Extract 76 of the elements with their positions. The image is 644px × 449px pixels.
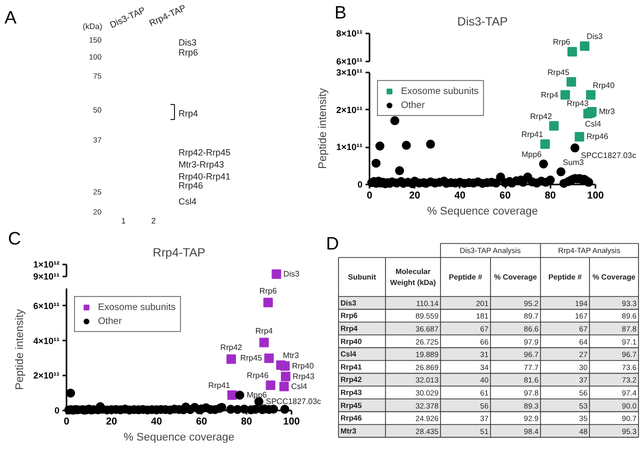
y-tick-label: 2×10¹¹	[33, 370, 60, 381]
x-tick-label: 20	[106, 416, 118, 428]
x-tick-label: 60	[500, 190, 512, 202]
annotation: Rrp46	[246, 371, 270, 380]
x-tick-label: 100	[587, 190, 604, 202]
text: Rrp46	[178, 180, 204, 190]
y-tick-label: 9×10¹¹	[33, 272, 60, 282]
text: Csl4	[178, 196, 197, 206]
annotation: Rrp42	[530, 112, 552, 121]
x-tick-label: 0	[64, 416, 70, 428]
text: Rrp6	[178, 48, 198, 58]
annotation: Csl4	[291, 382, 308, 391]
annotation: Mpp6	[246, 390, 268, 400]
annotation: Rrp6	[552, 38, 571, 47]
annotation: Csl4	[585, 120, 602, 129]
x-tick-label: 20	[409, 190, 421, 202]
annotation: Rrp43	[566, 98, 590, 108]
annotation: Rrp40	[592, 80, 616, 90]
annotation: Rrp4	[255, 326, 274, 336]
annotation: SPCC1827.03c	[266, 397, 322, 406]
y-axis-title: Peptide intensity	[317, 88, 330, 169]
annotation: Rrp45	[548, 68, 570, 77]
x-axis-title: % Sequence coverage	[427, 206, 538, 218]
annotation: Sum3	[562, 158, 584, 167]
y-tick-label: 6×10¹¹	[33, 300, 60, 311]
text: C	[8, 228, 21, 248]
text: (kDa)	[82, 22, 103, 31]
x-tick-label: 80	[240, 416, 252, 428]
text: 2	[151, 216, 156, 226]
chart-title: Rrp4-TAP	[152, 246, 206, 260]
annotation: Rrp46	[586, 132, 609, 142]
y-tick-label: 1×10¹¹	[336, 142, 363, 152]
text: Rrp42-Rrp45	[178, 148, 231, 158]
annotation: Rrp41	[521, 130, 544, 140]
annotation: Mpp6	[522, 150, 542, 159]
legend-label: Other	[98, 315, 122, 327]
x-tick-label: 80	[544, 190, 556, 202]
text: D	[326, 234, 339, 254]
annotation: Rrp4	[540, 90, 559, 100]
text: Rrp4	[178, 108, 198, 118]
legend-label: Exosome subunits	[98, 301, 176, 313]
annotation: Rrp40	[292, 362, 314, 371]
x-tick-label: 40	[454, 190, 466, 202]
x-tick-label: 60	[196, 416, 208, 428]
y-tick-label: 0	[54, 406, 60, 416]
legend-label: Other	[401, 99, 425, 111]
annotation: Mtr3	[282, 351, 300, 360]
y-tick-label: 6×10¹¹	[336, 56, 363, 66]
y-tick-label: 0	[357, 180, 363, 190]
annotation: Dis3	[283, 270, 300, 279]
y-tick-label: 4×10¹¹	[33, 336, 60, 346]
annotation: Rrp43	[292, 372, 315, 382]
y-tick-label: 8×10¹¹	[336, 28, 363, 38]
text: 1	[121, 216, 126, 226]
x-tick-label: 40	[150, 416, 162, 428]
y-axis-title: Peptide intensity	[14, 308, 26, 390]
annotation: Rrp42	[220, 343, 243, 352]
y-tick-label: 3×10¹¹	[336, 68, 363, 78]
x-tick-label: 100	[283, 416, 300, 428]
annotation: SPCC1827.03c	[580, 150, 636, 160]
chart-title: Dis3-TAP	[457, 14, 508, 28]
text: Rrp40-Rrp41	[178, 172, 231, 182]
annotation: Rrp45	[240, 354, 263, 363]
annotation: Rrp41	[208, 381, 231, 390]
y-tick-label: 1×10¹²	[33, 260, 60, 270]
x-tick-label: 0	[366, 190, 373, 202]
legend-label: Exosome subunits	[401, 85, 479, 97]
text: B	[334, 2, 347, 22]
annotation: Mtr3	[598, 107, 616, 116]
annotation: Dis3	[586, 32, 604, 42]
text: A	[4, 8, 17, 28]
y-tick-label: 2×10¹¹	[336, 104, 363, 115]
text: Dis3	[178, 38, 197, 48]
x-axis-title: % Sequence coverage	[124, 432, 234, 444]
text: Mtr3-Rrp43	[178, 160, 224, 170]
annotation: Rrp6	[259, 286, 278, 296]
